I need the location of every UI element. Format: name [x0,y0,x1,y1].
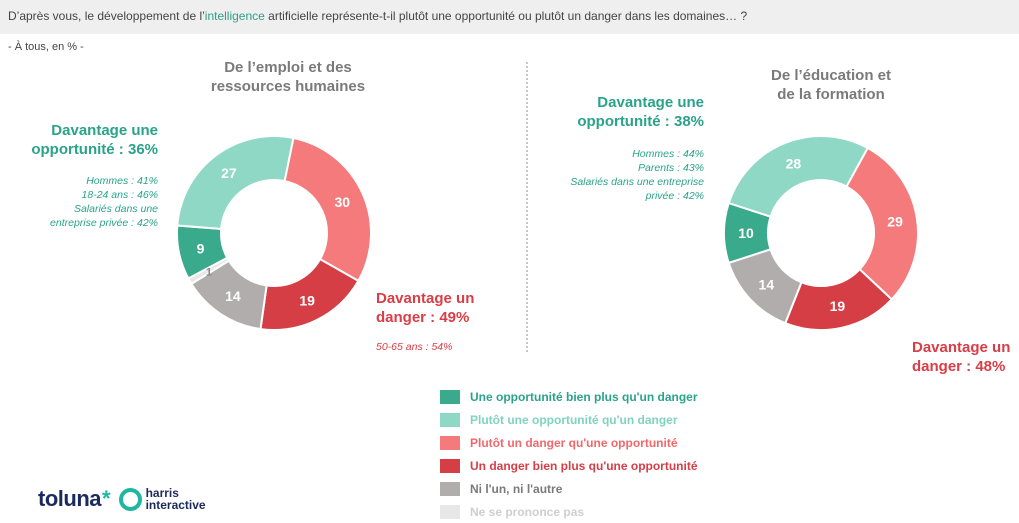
donut-slice [727,135,870,218]
opportunity-total-education: Davantage une opportunité : 38% [577,94,704,130]
legend-swatch [440,458,460,473]
chart-title-education: De l’éducation et de la formation [770,67,892,103]
legend-item: Plutôt un danger qu'une opportunité [440,431,698,454]
legend-item: Ni l'un, ni l'autre [440,477,698,500]
slice-label: 28 [786,155,802,171]
toluna-wordmark: toluna [38,486,102,511]
legend-label: Un danger bien plus qu'une opportunité [470,458,698,473]
slice-label: 29 [887,213,903,229]
legend-label: Ni l'un, ni l'autre [470,481,563,496]
danger-details-emploi: 50-65 ans : 54% [376,341,453,353]
slice-label: 10 [738,225,754,241]
donut-slice [845,146,919,301]
opportunity-total-emploi: Davantage une opportunité : 36% [31,122,158,158]
legend-label: Ne se prononce pas [470,504,585,519]
slice-label: 19 [830,298,846,314]
legend-swatch [440,435,460,450]
danger-total-emploi: Davantage un danger : 49% [376,290,475,326]
harris-ring-icon [118,487,142,511]
harris-wordmark: harris interactive [145,486,206,512]
question-text: D’après vous, le développement de l’inte… [8,9,748,23]
legend-swatch [440,504,460,519]
legend-swatch [440,389,460,404]
legend: Une opportunité bien plus qu'un danger P… [440,385,698,523]
slice-label: 19 [299,292,315,308]
donut-slice [283,136,372,283]
slice-label: 14 [759,276,775,292]
legend-item: Un danger bien plus qu'une opportunité [440,454,698,477]
asterisk-icon: * [102,486,111,511]
donut-slice [176,135,295,231]
legend-item: Une opportunité bien plus qu'un danger [440,385,698,408]
company-logo: toluna * harris interactive [38,486,206,512]
question-bar [0,0,1019,34]
legend-item: Ne se prononce pas [440,500,698,523]
opportunity-details-emploi: Hommes : 41% 18-24 ans : 46% Salariés da… [50,175,158,229]
subtitle: - À tous, en % - [8,41,84,53]
donut-slice [187,256,231,286]
legend-label: Une opportunité bien plus qu'un danger [470,389,698,404]
slice-label: 27 [221,165,237,181]
legend-item: Plutôt une opportunité qu'un danger [440,408,698,431]
slice-label: 9 [197,240,205,256]
legend-label: Plutôt une opportunité qu'un danger [470,412,678,427]
chart-title-emploi: De l’emploi et des ressources humaines [210,59,366,95]
legend-swatch [440,481,460,496]
opportunity-details-education: Hommes : 44% Parents : 43% Salariés dans… [570,148,704,202]
slice-label: 30 [335,194,351,210]
slice-label: 1 [206,266,212,278]
slice-label: 14 [225,288,241,304]
legend-label: Plutôt un danger qu'une opportunité [470,435,678,450]
legend-swatch [440,412,460,427]
donut-slice [727,248,803,325]
danger-total-education: Davantage un danger : 48% [912,339,1011,375]
chart-divider [526,62,528,352]
